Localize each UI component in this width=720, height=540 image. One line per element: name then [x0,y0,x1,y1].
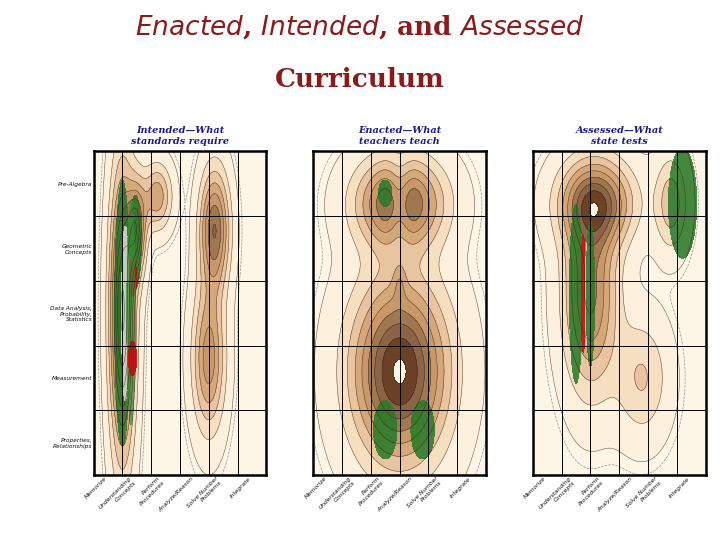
Text: Curriculum: Curriculum [275,67,445,92]
Text: Intended—What
standards require: Intended—What standards require [131,126,229,146]
Text: Enacted—What
teachers teach: Enacted—What teachers teach [358,126,441,146]
Text: $\mathit{Enacted}$, $\mathit{Intended}$, and $\mathit{Assessed}$: $\mathit{Enacted}$, $\mathit{Intended}$,… [135,14,585,41]
Text: Assessed—What
state tests: Assessed—What state tests [575,126,663,146]
